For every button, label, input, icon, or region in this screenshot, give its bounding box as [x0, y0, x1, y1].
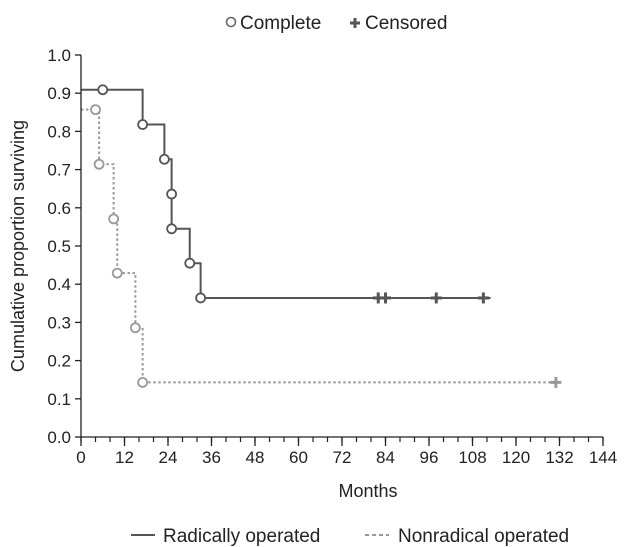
x-axis-title: Months — [338, 481, 397, 501]
line-legend: Radically operated Nonradical operated — [131, 526, 569, 547]
y-tick-label: 0.2 — [47, 352, 71, 371]
x-tick-label: 120 — [502, 448, 530, 467]
x-tick-label: 48 — [246, 448, 265, 467]
nonradical-operated-survival-line — [81, 108, 556, 384]
marker-legend: Complete Censored — [225, 13, 447, 34]
nonradical-operated-complete-marker — [137, 376, 149, 388]
radically-operated-censored-marker — [477, 292, 489, 304]
nonradical-operated-censored-marker — [550, 376, 562, 388]
x-tick-label: 84 — [376, 448, 395, 467]
y-tick-label: 1.0 — [47, 46, 71, 65]
x-tick-label: 144 — [589, 448, 617, 467]
x-tick-label: 0 — [76, 448, 85, 467]
x-tick-label: 108 — [458, 448, 486, 467]
nonradical-operated-complete-marker — [90, 104, 101, 116]
complete-legend-label: Complete — [240, 13, 321, 34]
y-tick-label: 0.6 — [47, 199, 71, 218]
y-tick-label: 0.3 — [47, 313, 71, 332]
nonradical-operated-complete-marker — [111, 267, 123, 279]
y-tick-label: 0.4 — [47, 275, 71, 294]
radically-operated-complete-marker — [195, 292, 207, 304]
y-axis-title: Cumulative proportion surviving — [8, 120, 28, 372]
radically-operated-censored-marker — [430, 292, 442, 304]
radically-operated-complete-marker — [137, 119, 149, 130]
censored-legend-label: Censored — [365, 13, 447, 34]
plot-area — [81, 84, 562, 388]
y-tick-label: 0.9 — [47, 84, 71, 103]
x-tick-label: 36 — [202, 448, 221, 467]
axes: 0.0 0.1 0.2 0.3 0.4 0.5 0.6 0.7 0.8 0.9 1.0 0 12 24 36… — [47, 46, 617, 467]
y-tick-label: 0.7 — [47, 161, 71, 180]
x-tick-label: 132 — [545, 448, 573, 467]
radically-operated-censored-marker — [380, 292, 391, 304]
y-tick-label: 0.0 — [47, 428, 71, 447]
radically-operated-complete-marker — [158, 153, 170, 165]
censored-legend-marker — [350, 18, 360, 28]
y-tick-label: 0.1 — [47, 390, 71, 409]
x-tick-label: 24 — [159, 448, 178, 467]
x-tick-label: 96 — [420, 448, 439, 467]
x-tick-label: 12 — [115, 448, 134, 467]
nonradical-operated-complete-marker — [129, 322, 141, 334]
y-tick-label: 0.8 — [47, 122, 71, 141]
radically-operated-complete-marker — [166, 188, 178, 200]
x-tick-label: 60 — [289, 448, 308, 467]
nonradical-operated-complete-marker — [108, 213, 120, 225]
nonradical-operated-complete-marker — [93, 158, 105, 170]
x-tick-label: 72 — [333, 448, 352, 467]
radically-operated-complete-marker — [166, 223, 178, 235]
radically-operated-complete-marker — [97, 84, 109, 96]
nonradical-operated-legend-label: Nonradical operated — [398, 526, 569, 547]
complete-legend-marker — [225, 16, 237, 28]
y-tick-label: 0.5 — [47, 237, 71, 256]
radically-operated-legend-label: Radically operated — [163, 526, 320, 547]
radically-operated-complete-marker — [184, 257, 196, 269]
